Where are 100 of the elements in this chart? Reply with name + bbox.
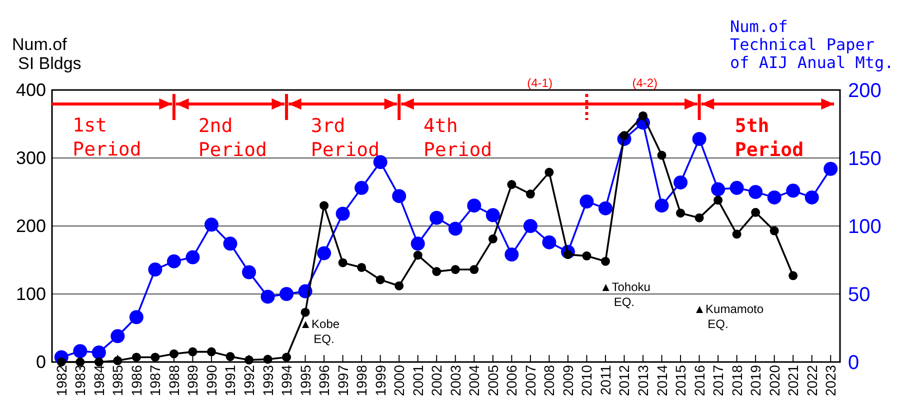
point — [430, 210, 444, 225]
y2-axis-title: Num.of Technical Paper of AIJ Anual Mtg. — [730, 17, 894, 72]
x-tick-label: 1997 — [334, 364, 351, 396]
point — [694, 213, 704, 222]
point — [300, 308, 310, 317]
point — [204, 218, 218, 232]
x-tick-label: 1984 — [90, 364, 107, 396]
x-tick-label: 1992 — [241, 364, 257, 396]
x-tick-label: 2001 — [410, 364, 426, 396]
point — [336, 206, 350, 221]
point — [148, 262, 162, 277]
point — [394, 281, 404, 290]
point — [432, 267, 442, 276]
x-tick-label: 2005 — [484, 364, 501, 396]
point — [373, 155, 388, 170]
point — [751, 208, 760, 217]
point — [166, 254, 181, 268]
point — [150, 352, 160, 362]
point — [354, 180, 369, 195]
point — [504, 248, 519, 262]
point — [580, 194, 594, 209]
point — [357, 262, 366, 272]
x-tick-label: 2022 — [804, 364, 820, 396]
point — [260, 290, 275, 304]
point — [582, 251, 592, 260]
x-tick-label: 2010 — [578, 364, 595, 396]
point — [110, 329, 125, 344]
point — [244, 355, 254, 364]
y-axis-title: Num.of SI Bldgs — [12, 35, 82, 73]
point — [223, 236, 238, 251]
point — [206, 347, 216, 356]
point — [317, 246, 332, 260]
point — [770, 226, 779, 236]
y2-tick-label: 50 — [848, 284, 870, 306]
annotation: 4th Period — [423, 115, 492, 161]
point — [169, 349, 178, 358]
point — [280, 287, 294, 301]
point — [542, 235, 556, 250]
point — [467, 198, 482, 213]
x-tick-label: 2013 — [635, 364, 651, 396]
x-tick-label: 2009 — [560, 364, 576, 396]
point — [129, 310, 144, 324]
x-tick-label: 1991 — [222, 364, 238, 396]
annotation: 5th Period — [734, 115, 804, 161]
point — [714, 196, 723, 205]
x-tick-label: 1987 — [147, 364, 164, 396]
point — [767, 190, 782, 204]
annotation: ▲Kobe EQ. — [300, 317, 340, 346]
x-tick-label: 2023 — [822, 364, 839, 396]
x-tick-label: 2004 — [466, 364, 482, 396]
point — [674, 175, 688, 190]
point — [786, 184, 800, 198]
point — [338, 258, 348, 268]
y-tick-label: 0 — [36, 352, 46, 372]
point — [657, 150, 666, 160]
x-tick-label: 1995 — [297, 364, 314, 396]
point — [692, 132, 706, 146]
point — [748, 185, 763, 199]
x-tick-label: 2007 — [522, 364, 538, 396]
point — [450, 265, 460, 274]
x-tick-label: 1993 — [260, 364, 276, 396]
x-tick-label: 2000 — [391, 364, 408, 396]
point — [263, 354, 272, 364]
x-tick-label: 2019 — [748, 364, 764, 396]
point — [638, 111, 648, 120]
point — [523, 219, 538, 233]
point — [188, 347, 198, 356]
x-tick-label: 2015 — [672, 364, 689, 396]
x-tick-label: 2006 — [504, 364, 520, 396]
annotation: 3rd Period — [310, 115, 380, 161]
x-tick-label: 2003 — [447, 364, 464, 396]
y-tick-label: 300 — [16, 148, 46, 168]
point — [676, 208, 686, 218]
x-tick-label: 1990 — [203, 364, 220, 396]
point — [448, 222, 462, 236]
annotation: (4-2) — [632, 76, 658, 90]
point — [73, 344, 88, 358]
x-tick-label: 2012 — [616, 364, 632, 396]
point — [410, 236, 425, 251]
x-tick-label: 1986 — [128, 364, 144, 396]
x-tick-label: 2008 — [541, 364, 558, 396]
point — [486, 208, 500, 222]
x-tick-label: 2014 — [654, 364, 670, 396]
x-tick-label: 1985 — [110, 364, 126, 396]
point — [598, 201, 612, 216]
x-tick-label: 2002 — [428, 364, 445, 396]
point — [732, 230, 742, 239]
point — [376, 275, 385, 284]
point — [526, 190, 535, 199]
y-tick-label: 400 — [16, 80, 46, 100]
annotation: ▲Tohoku EQ. — [600, 280, 650, 309]
point — [730, 180, 744, 195]
x-tick-label: 1989 — [184, 364, 201, 396]
point — [226, 352, 235, 362]
y2-tick-label: 150 — [848, 148, 882, 170]
point — [320, 201, 329, 210]
point — [711, 182, 726, 196]
annotation: 2nd Period — [198, 115, 267, 161]
point — [488, 234, 498, 244]
annotation: ▲Kumamoto EQ. — [694, 302, 764, 331]
